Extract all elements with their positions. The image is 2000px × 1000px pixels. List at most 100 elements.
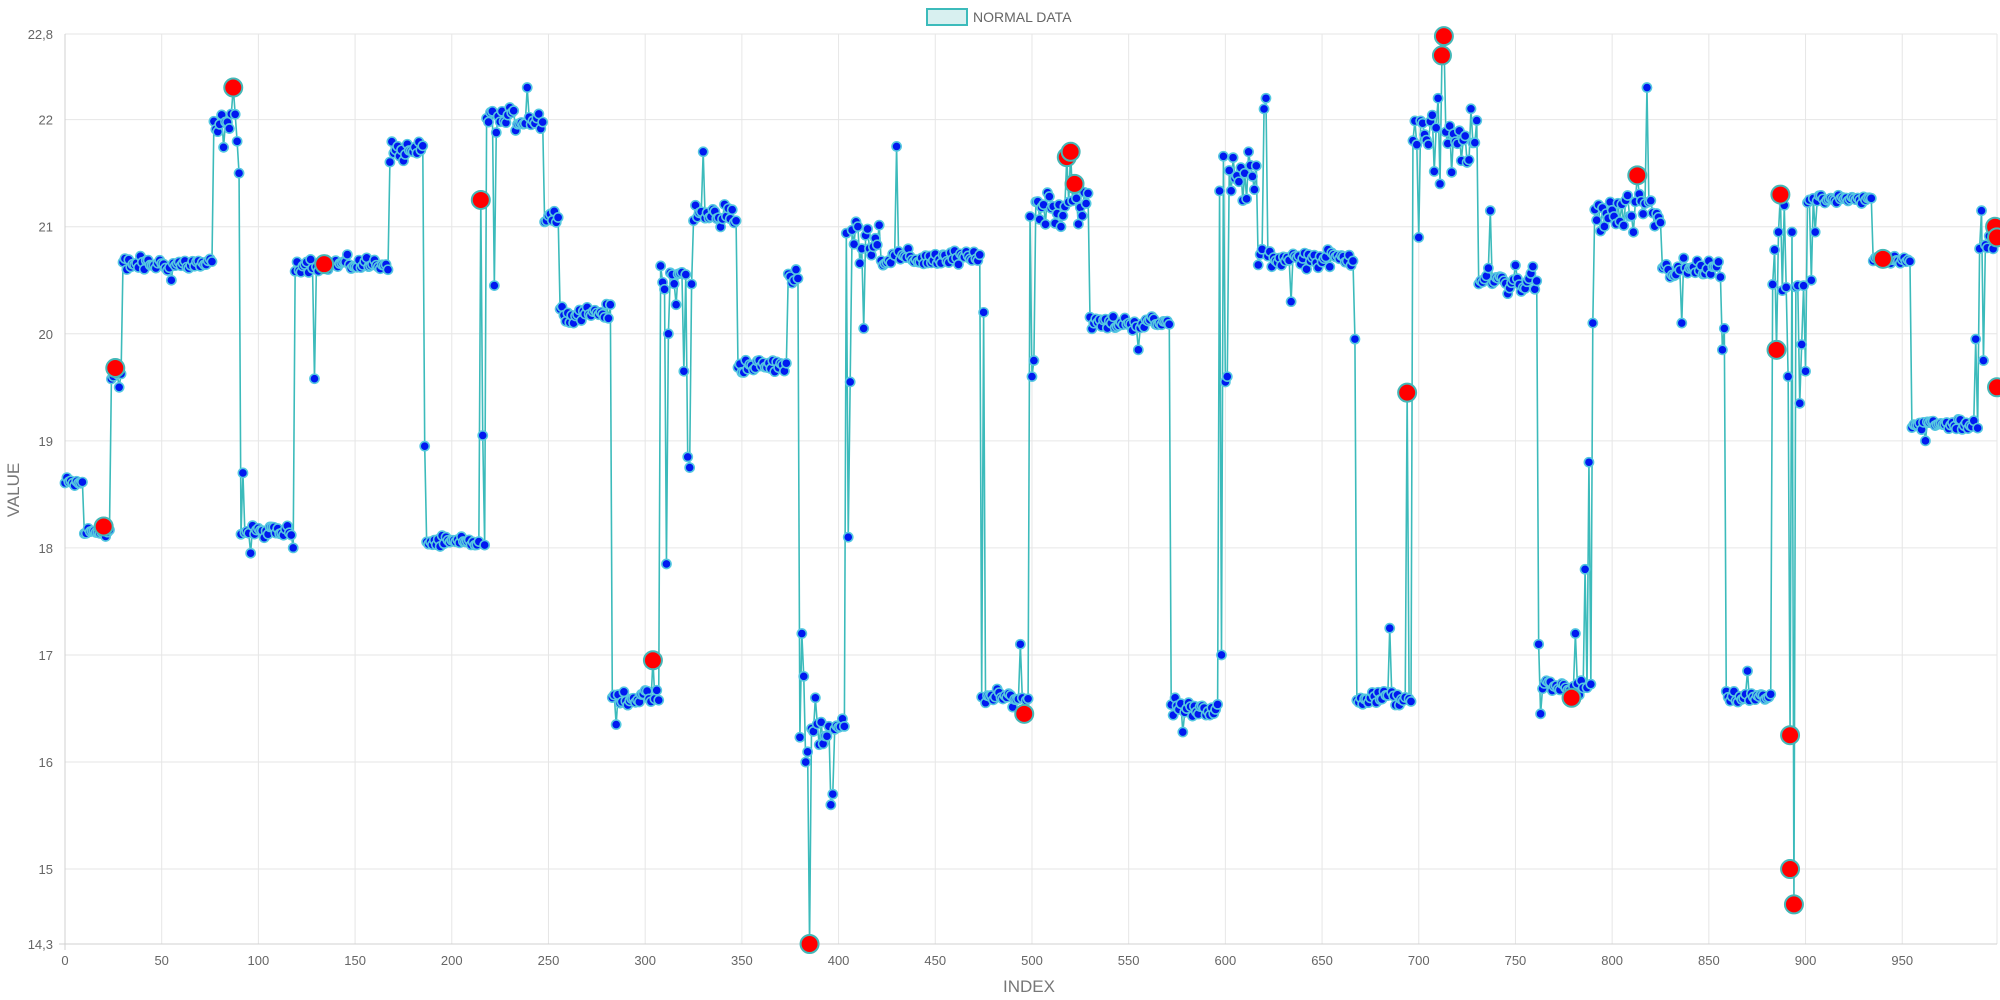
data-point[interactable] [1471, 115, 1483, 126]
data-point[interactable] [1411, 139, 1423, 151]
data-point[interactable] [1248, 184, 1260, 196]
anomaly-point[interactable] [1987, 227, 2000, 248]
data-point[interactable] [1432, 92, 1444, 104]
data-point[interactable] [1626, 210, 1637, 222]
data-point[interactable] [1423, 139, 1434, 150]
data-point[interactable] [792, 273, 804, 284]
data-point[interactable] [1780, 281, 1792, 293]
data-point[interactable] [871, 239, 883, 251]
data-point[interactable] [165, 274, 177, 286]
data-point[interactable] [662, 328, 674, 340]
data-point[interactable] [1463, 154, 1475, 166]
data-point[interactable] [1718, 323, 1730, 334]
anomaly-point[interactable] [1766, 339, 1787, 360]
data-point[interactable] [1043, 191, 1055, 202]
data-point[interactable] [384, 156, 396, 168]
data-point[interactable] [1482, 262, 1494, 274]
anomaly-point[interactable] [105, 358, 126, 379]
data-point[interactable] [1484, 205, 1496, 217]
data-point[interactable] [862, 223, 873, 235]
data-point[interactable] [1767, 279, 1779, 290]
data-point[interactable] [382, 264, 394, 276]
data-point[interactable] [661, 558, 672, 570]
anomaly-point[interactable] [1780, 859, 1801, 880]
anomaly-point[interactable] [642, 650, 663, 671]
data-point[interactable] [858, 323, 870, 334]
data-point[interactable] [1618, 220, 1630, 231]
data-point[interactable] [1216, 649, 1227, 661]
data-point[interactable] [1022, 693, 1034, 705]
data-point[interactable] [537, 116, 549, 128]
data-point[interactable] [610, 719, 622, 730]
data-point[interactable] [477, 430, 489, 441]
data-point[interactable] [1716, 344, 1728, 356]
data-point[interactable] [953, 258, 964, 270]
anomaly-point[interactable] [93, 516, 114, 537]
data-point[interactable] [1773, 226, 1784, 238]
data-point[interactable] [1057, 210, 1069, 222]
data-point[interactable] [1970, 333, 1982, 345]
data-point[interactable] [798, 670, 810, 682]
data-point[interactable] [1585, 678, 1597, 690]
data-point[interactable] [603, 312, 614, 324]
data-point[interactable] [726, 204, 738, 216]
data-point[interactable] [1082, 187, 1094, 199]
anomaly-point[interactable] [1561, 687, 1582, 708]
data-point[interactable] [1080, 198, 1092, 209]
data-point[interactable] [974, 249, 986, 261]
data-point[interactable] [1570, 628, 1581, 639]
data-point[interactable] [341, 249, 353, 260]
anomaly-point[interactable] [314, 254, 335, 275]
data-point[interactable] [508, 105, 520, 117]
data-point[interactable] [1430, 122, 1442, 134]
data-point[interactable] [231, 135, 243, 147]
data-point[interactable] [1465, 103, 1477, 115]
data-point[interactable] [417, 140, 429, 152]
anomaly-point[interactable] [1780, 725, 1801, 746]
data-point[interactable] [1587, 317, 1599, 329]
anomaly-point[interactable] [1627, 165, 1648, 186]
data-point[interactable] [490, 127, 502, 138]
data-point[interactable] [1324, 261, 1336, 273]
data-point[interactable] [1218, 150, 1229, 162]
data-point[interactable] [1591, 214, 1603, 226]
data-point[interactable] [838, 720, 850, 732]
data-point[interactable] [488, 280, 500, 291]
data-point[interactable] [1510, 259, 1521, 271]
data-point[interactable] [790, 264, 802, 275]
legend[interactable]: NORMAL DATA [926, 8, 1072, 26]
anomaly-point[interactable] [799, 934, 820, 954]
data-point[interactable] [1459, 130, 1471, 142]
data-point[interactable] [1212, 698, 1224, 710]
data-point[interactable] [1655, 217, 1666, 228]
data-point[interactable] [1809, 226, 1821, 238]
anomaly-point[interactable] [1987, 377, 2000, 398]
data-point[interactable] [1413, 232, 1425, 243]
data-point[interactable] [686, 278, 697, 290]
data-point[interactable] [794, 731, 806, 743]
anomaly-point[interactable] [1783, 894, 1804, 915]
data-point[interactable] [206, 256, 218, 267]
data-point[interactable] [1865, 192, 1877, 204]
data-point[interactable] [1071, 192, 1082, 204]
data-point[interactable] [1384, 622, 1396, 634]
data-point[interactable] [113, 381, 125, 393]
data-point[interactable] [680, 269, 692, 280]
data-point[interactable] [1920, 435, 1931, 447]
data-point[interactable] [1798, 280, 1810, 292]
data-point[interactable] [1223, 165, 1235, 176]
data-point[interactable] [1805, 274, 1817, 286]
data-point[interactable] [1446, 166, 1458, 178]
data-point[interactable] [233, 167, 245, 179]
data-point[interactable] [825, 799, 837, 811]
data-point[interactable] [1252, 259, 1264, 271]
data-point[interactable] [245, 547, 257, 559]
data-point[interactable] [1628, 226, 1639, 238]
data-point[interactable] [1794, 397, 1806, 409]
data-point[interactable] [419, 440, 431, 452]
data-point[interactable] [1904, 255, 1916, 267]
anomaly-point[interactable] [1014, 703, 1035, 724]
data-point[interactable] [1769, 244, 1780, 256]
data-point[interactable] [842, 531, 854, 543]
data-point[interactable] [1014, 638, 1026, 650]
